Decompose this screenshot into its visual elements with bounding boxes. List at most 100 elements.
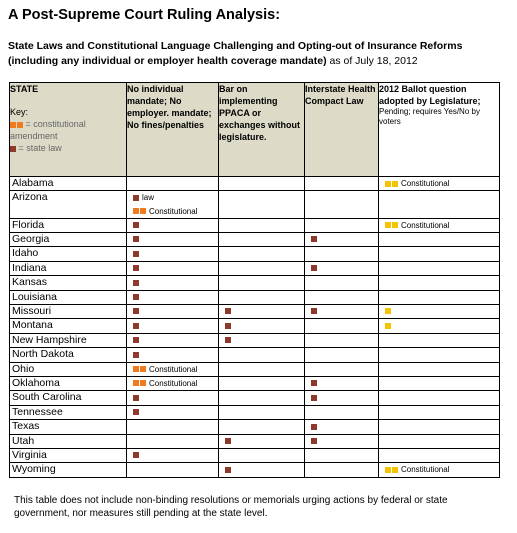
state-law-marker-icon: [133, 293, 139, 300]
table-cell: [218, 232, 305, 248]
state-law-marker-icon: [311, 394, 317, 401]
table-cell: [378, 347, 500, 363]
table-cell: [218, 375, 305, 392]
table-cell: [126, 260, 219, 277]
table-cell: [218, 390, 305, 406]
constitutional-marker-icon: [133, 380, 139, 387]
table-cell: [378, 390, 500, 406]
state-name: Ohio: [9, 361, 127, 377]
constitutional-marker-icon: [140, 366, 146, 373]
table-cell: [378, 447, 500, 464]
table-row: Oklahoma Constitutional: [9, 375, 500, 392]
constitutional-label: Constitutional: [401, 179, 450, 188]
table-cell: Constitutional: [378, 462, 500, 478]
state-name: Missouri: [9, 304, 127, 320]
state-name: Georgia: [9, 232, 127, 248]
ballot-marker-icon: [385, 308, 391, 315]
table-cell: [378, 361, 500, 377]
state-name: Virginia: [9, 447, 127, 464]
table-cell: [378, 419, 500, 435]
state-law-marker-icon: [133, 194, 139, 201]
header-bar-implementing: Bar on implementing PPACA or exchanges w…: [218, 82, 305, 177]
table-cell: [126, 275, 219, 291]
table-row: North Dakota: [9, 347, 500, 363]
ballot-marker-icon: [385, 180, 391, 187]
table-cell: [218, 190, 305, 219]
table-cell: [304, 433, 379, 449]
table-cell: [304, 332, 379, 349]
state-name: Oklahoma: [9, 375, 127, 392]
subtitle-main: State Laws and Constitutional Language C…: [8, 40, 463, 67]
table-cell: [126, 289, 219, 306]
constitutional-marker-icon: [133, 366, 139, 373]
table-cell: [126, 433, 219, 449]
table-cell: Constitutional: [126, 375, 219, 392]
constitutional-marker-icon: [140, 380, 146, 387]
table-cell: [126, 318, 219, 334]
table-cell: [378, 375, 500, 392]
table-cell: [218, 289, 305, 306]
table-cell: [378, 332, 500, 349]
table-cell: [126, 304, 219, 320]
subtitle-date: as of July 18, 2012: [326, 55, 418, 67]
table-cell: Constitutional: [378, 175, 500, 192]
constitutional-label: Constitutional: [149, 364, 198, 374]
table-cell: [304, 447, 379, 464]
ballot-marker-icon: [392, 180, 398, 187]
table-row: Florida Constitutional: [9, 217, 500, 234]
table-cell: [126, 404, 219, 421]
table-cell: [126, 232, 219, 248]
key-constitutional: = constitutional amendment: [10, 119, 86, 141]
state-law-marker-icon: [311, 423, 317, 430]
table-cell: [218, 419, 305, 435]
table-cell: [126, 462, 219, 478]
state-law-marker-icon: [225, 337, 231, 344]
header-ballot-question: 2012 Ballot question adopted by Legislat…: [378, 82, 500, 177]
table-row: Wyoming Constitutional: [9, 462, 500, 478]
table-cell: [218, 347, 305, 363]
table-row: Louisiana: [9, 289, 500, 306]
table-cell: [378, 404, 500, 421]
table-row: Utah: [9, 433, 500, 449]
state-name: Louisiana: [9, 289, 127, 306]
table-cell: [304, 347, 379, 363]
table-row: New Hampshire: [9, 332, 500, 349]
table-cell: [378, 304, 500, 320]
state-law-marker-icon: [133, 452, 139, 459]
table-cell: [304, 289, 379, 306]
state-law-marker-icon: [133, 337, 139, 344]
table-cell: [304, 375, 379, 392]
table-cell: [218, 217, 305, 234]
header-state-label: STATE: [10, 84, 39, 94]
table-cell: [126, 390, 219, 406]
table-row: Montana: [9, 318, 500, 334]
table-cell: [126, 217, 219, 234]
state-name: Utah: [9, 433, 127, 449]
state-law-marker-icon: [133, 279, 139, 286]
table-cell: [304, 246, 379, 262]
state-law-marker-icon: [311, 380, 317, 387]
table-cell: [378, 289, 500, 306]
ballot-marker-icon: [385, 322, 391, 329]
constitutional-label: Constitutional: [149, 206, 198, 216]
table-cell: [378, 275, 500, 291]
table-row: Georgia: [9, 232, 500, 248]
state-law-marker-icon: [311, 308, 317, 315]
state-law-marker-icon: [311, 437, 317, 444]
state-law-marker-icon: [133, 236, 139, 243]
state-name: Tennessee: [9, 404, 127, 421]
state-law-marker-icon: [311, 236, 317, 243]
table-cell: [218, 175, 305, 192]
constitutional-marker-icon: [133, 208, 139, 215]
ballot-marker-icon: [392, 466, 398, 473]
state-laws-table: STATE Key: = constitutional amendment = …: [9, 82, 500, 478]
state-name: Arizona: [9, 190, 127, 219]
table-cell: [304, 232, 379, 248]
table-cell: [218, 433, 305, 449]
state-name: North Dakota: [9, 347, 127, 363]
state-law-marker-icon: [225, 437, 231, 444]
table-cell: [304, 260, 379, 277]
table-row: Virginia: [9, 447, 500, 464]
table-cell: [218, 447, 305, 464]
state-law-marker-icon: [133, 250, 139, 257]
